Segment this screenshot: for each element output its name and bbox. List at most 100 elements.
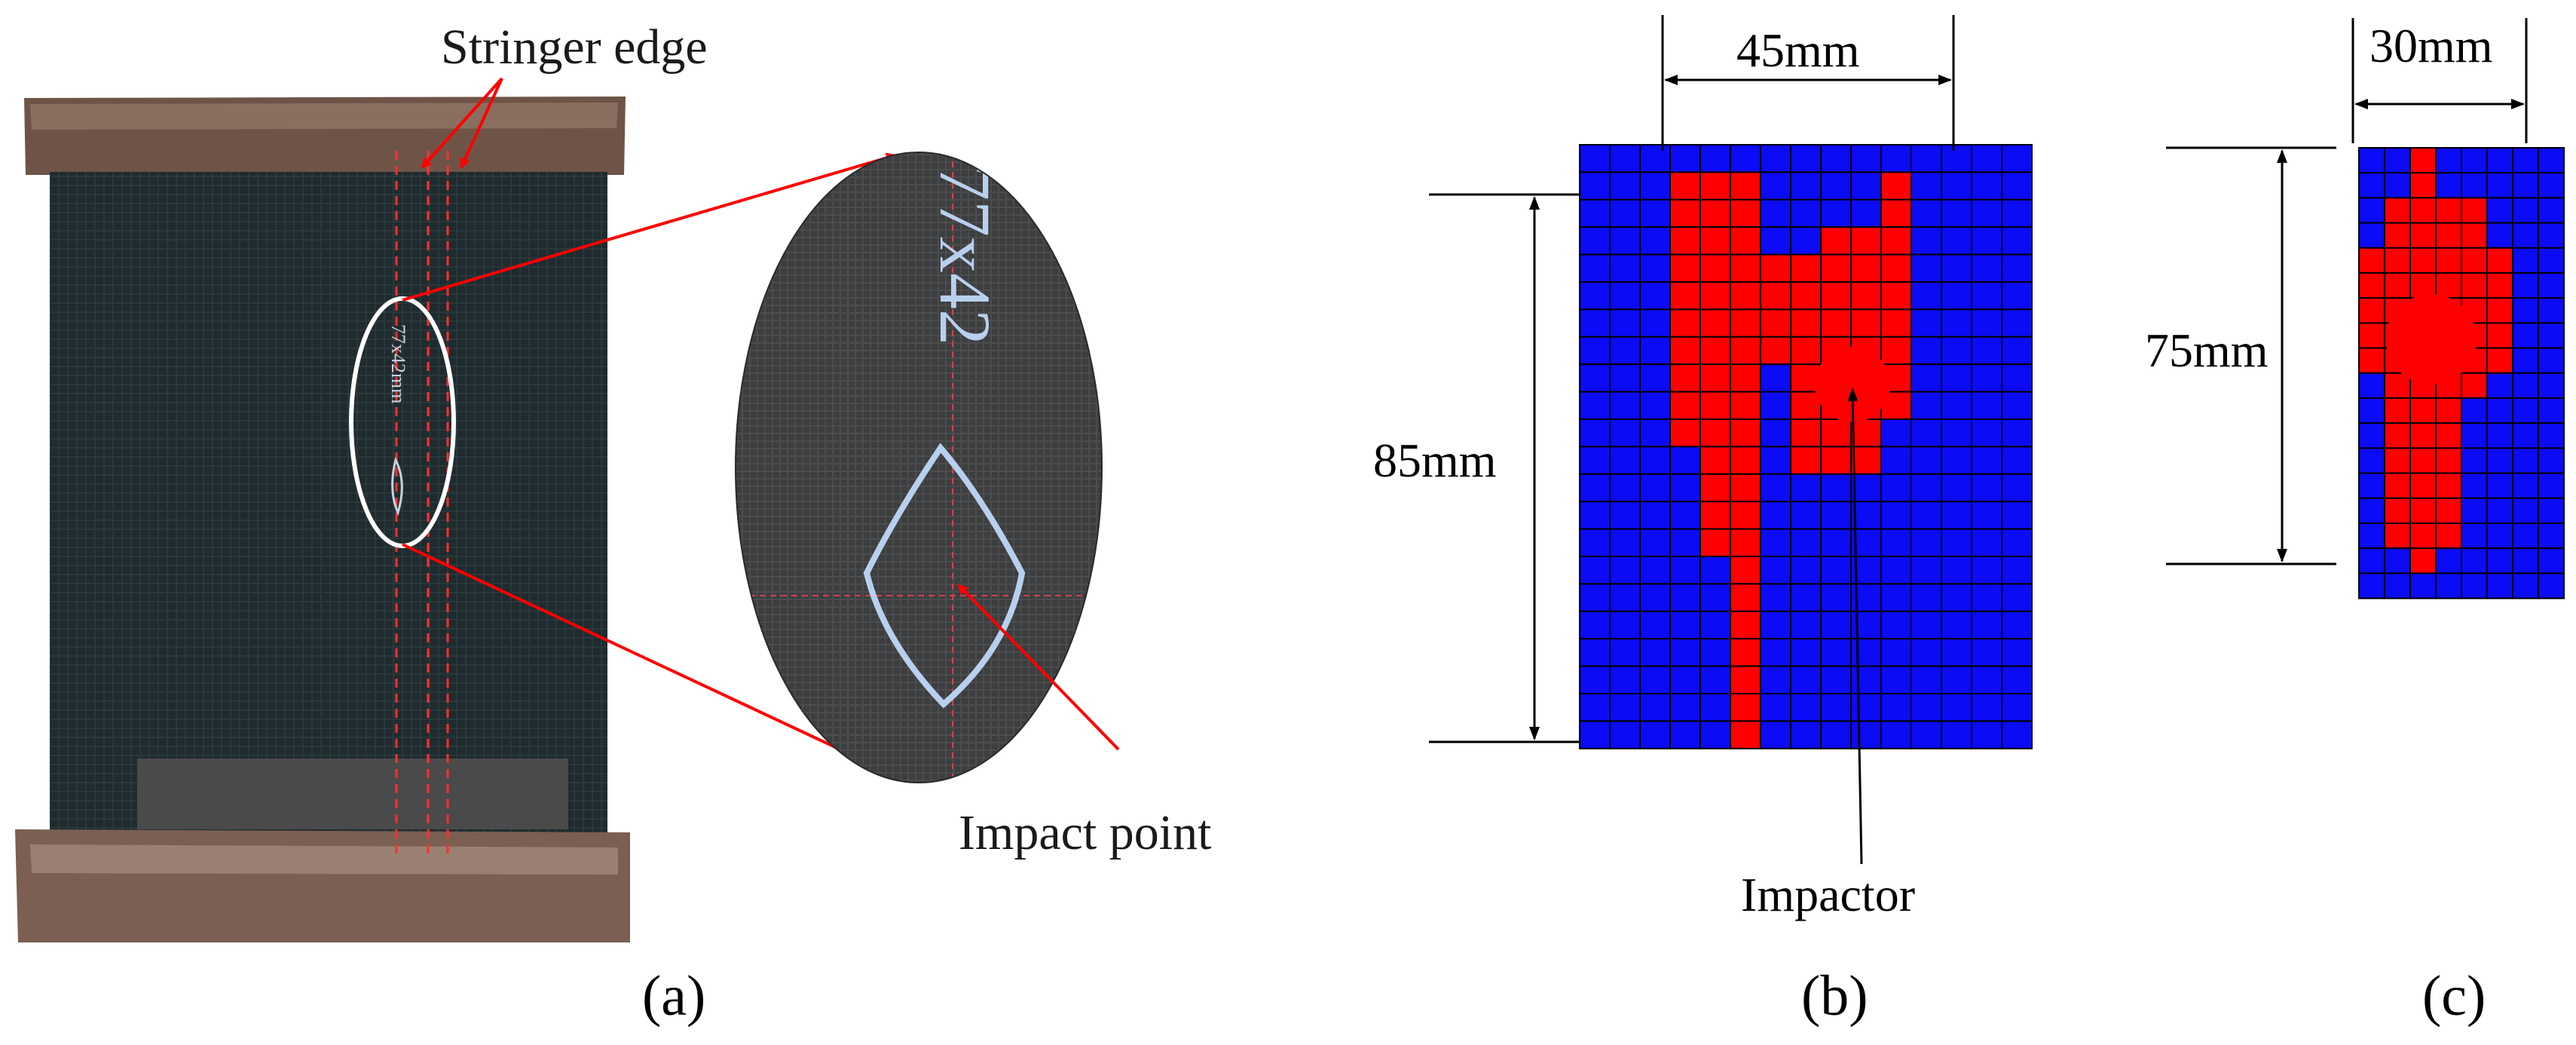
grid-cell xyxy=(2358,322,2385,349)
grid-cell xyxy=(1941,144,1972,173)
grid-cell xyxy=(1699,391,1731,420)
grid-cell xyxy=(2461,147,2488,174)
grid-cell xyxy=(1790,693,1822,722)
grid-cell xyxy=(2512,572,2539,599)
grid-cell xyxy=(2001,336,2033,366)
grid-cell xyxy=(1971,528,2002,557)
grid-cell xyxy=(1790,308,1822,338)
grid-cell xyxy=(2538,322,2565,349)
grid-cell xyxy=(1911,583,1942,612)
grid-cell xyxy=(1790,171,1822,201)
grid-cell xyxy=(2512,222,2539,249)
grid-cell xyxy=(2435,522,2462,550)
grid-cell xyxy=(1639,501,1671,530)
grid-cell xyxy=(1790,528,1822,557)
grid-cell xyxy=(1609,665,1641,694)
grid-cell xyxy=(2512,247,2539,274)
grid-cell xyxy=(1730,473,1761,503)
grid-cell xyxy=(2358,572,2385,599)
grid-cell xyxy=(2538,197,2565,224)
grid-cell xyxy=(2409,172,2437,199)
grid-cell xyxy=(1760,446,1791,475)
impact-point-arrow xyxy=(957,584,1120,751)
grid-cell xyxy=(2512,447,2539,474)
grid-cell xyxy=(2512,497,2539,524)
grid-cell xyxy=(1971,391,2002,420)
grid-cell xyxy=(2358,347,2385,374)
grid-cell xyxy=(1639,473,1671,503)
grid-cell xyxy=(2538,222,2565,249)
grid-cell xyxy=(1941,528,1972,557)
grid-cell xyxy=(2538,272,2565,299)
grid-cell xyxy=(1669,226,1701,256)
grid-cell xyxy=(1639,693,1671,722)
grid-cell xyxy=(1790,446,1822,475)
grid-cell xyxy=(1911,473,1942,503)
grid-cell xyxy=(1790,391,1822,420)
grid-cell xyxy=(1850,665,1882,694)
grid-cell xyxy=(2538,447,2565,474)
grid-cell xyxy=(1850,198,1882,228)
grid-cell xyxy=(2486,422,2513,449)
grid-cell xyxy=(2461,572,2488,599)
panel-a-label: (a) xyxy=(642,964,705,1028)
grid-cell xyxy=(1850,638,1882,667)
grid-cell xyxy=(1669,418,1701,448)
grid-cell xyxy=(1669,638,1701,667)
grid-cell xyxy=(1941,253,1972,283)
grid-cell xyxy=(1609,198,1641,228)
grid-cell xyxy=(1971,446,2002,475)
grid-cell xyxy=(1820,528,1852,557)
impact-point-callout: Impact point xyxy=(959,805,1211,860)
grid-cell xyxy=(1669,171,1701,201)
grid-cell xyxy=(1579,198,1611,228)
grid-cell xyxy=(1579,528,1611,557)
grid-cell xyxy=(1820,473,1852,503)
grid-cell xyxy=(2358,422,2385,449)
grid-cell xyxy=(1609,638,1641,667)
grid-cell xyxy=(2486,197,2513,224)
grid-cell xyxy=(1609,446,1641,475)
grid-cell xyxy=(1669,198,1701,228)
grid-cell xyxy=(1880,253,1912,283)
grid-cell xyxy=(1911,556,1942,585)
grid-cell xyxy=(1669,583,1701,612)
grid-cell xyxy=(1971,363,2002,393)
grid-cell xyxy=(1639,638,1671,667)
grid-cell xyxy=(1941,281,1972,311)
grid-cell xyxy=(1790,583,1822,612)
grid-cell xyxy=(1639,336,1671,366)
grid-cell xyxy=(1609,144,1641,173)
grid-cell xyxy=(2384,272,2411,299)
grid-cell xyxy=(1609,501,1641,530)
grid-cell xyxy=(1790,638,1822,667)
grid-cell xyxy=(2384,572,2411,599)
grid-cell xyxy=(2461,447,2488,474)
grid-cell xyxy=(2358,197,2385,224)
impactor-marker-c xyxy=(2386,294,2477,385)
grid-cell xyxy=(1880,473,1912,503)
grid-cell xyxy=(1880,308,1912,338)
grid-cell xyxy=(2409,422,2437,449)
grid-cell xyxy=(1699,556,1731,585)
grid-cell xyxy=(1971,281,2002,311)
panel-a: 77x42mm Stringer edge 77x42 Impact point… xyxy=(15,20,1211,1028)
label-mask xyxy=(137,758,568,829)
grid-cell xyxy=(1730,583,1761,612)
grid-cell xyxy=(2358,172,2385,199)
grid-cell xyxy=(1639,446,1671,475)
grid-cell xyxy=(2409,397,2437,424)
grid-cell xyxy=(2409,147,2437,174)
grid-cell xyxy=(2461,397,2488,424)
grid-cell xyxy=(1669,693,1701,722)
grid-cell xyxy=(1971,144,2002,173)
grid-cell xyxy=(1850,693,1882,722)
grid-cell xyxy=(1880,226,1912,256)
grid-cell xyxy=(1579,418,1611,448)
grid-cell xyxy=(1699,226,1731,256)
grid-cell xyxy=(2384,197,2411,224)
grid-cell xyxy=(1609,281,1641,311)
grid-cell xyxy=(1609,226,1641,256)
grid-cell xyxy=(1760,610,1791,640)
grid-cell xyxy=(2512,372,2539,399)
